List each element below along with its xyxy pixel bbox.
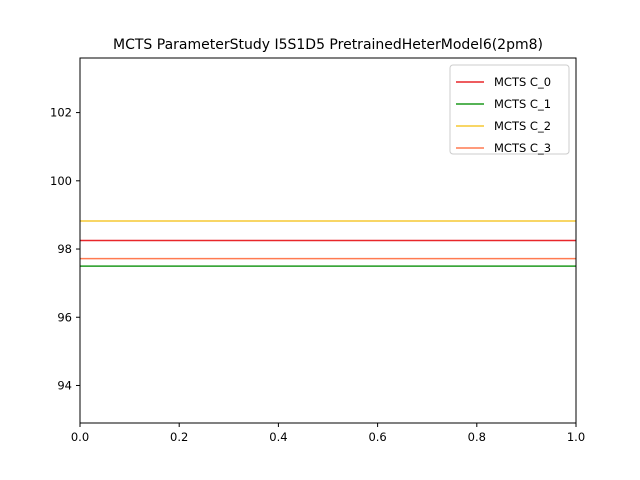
y-tick-label-0: 94: [57, 378, 72, 392]
y-tick-label-3: 100: [50, 174, 72, 188]
x-axis: 0.0 0.2 0.4 0.6 0.8 1.0: [71, 423, 585, 444]
x-tick-label-0: 0.0: [71, 430, 89, 444]
y-tick-label-4: 102: [50, 106, 72, 120]
y-tick-label-2: 98: [57, 242, 72, 256]
plot-frame: [79, 57, 577, 424]
x-tick-label-5: 1.0: [567, 430, 585, 444]
x-tick-label-2: 0.4: [269, 430, 287, 444]
legend-box: [449, 64, 570, 155]
x-tick-label-3: 0.6: [368, 430, 386, 444]
plot-lines: [80, 220, 576, 267]
x-tick-label-1: 0.2: [170, 430, 188, 444]
legend: MCTS C_0 MCTS C_1 MCTS C_2 MCTS C_3: [449, 64, 570, 155]
legend-label-0: MCTS C_0: [494, 75, 551, 89]
legend-label-3: MCTS C_3: [494, 141, 551, 155]
chart-title: MCTS ParameterStudy I5S1D5 PretrainedHet…: [113, 37, 543, 53]
legend-label-2: MCTS C_2: [494, 119, 551, 133]
x-tick-label-4: 0.8: [468, 430, 486, 444]
y-axis: 94 96 98 100 102: [50, 106, 80, 392]
y-tick-label-1: 96: [57, 310, 72, 324]
legend-label-1: MCTS C_1: [494, 97, 551, 111]
